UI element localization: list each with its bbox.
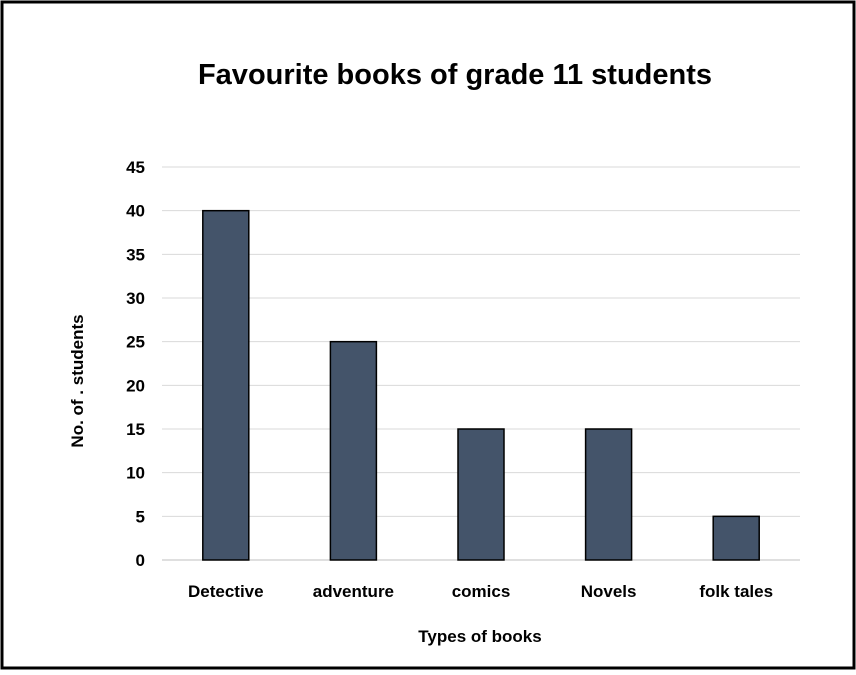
y-axis-title: No. of . students <box>68 314 87 447</box>
y-tick-label: 35 <box>126 245 145 264</box>
y-tick-label: 20 <box>126 376 145 395</box>
x-tick-label: Detective <box>188 582 264 601</box>
y-tick-label: 5 <box>136 507 145 526</box>
bar-detective <box>202 209 250 561</box>
x-axis-title: Types of books <box>418 627 541 646</box>
bar-comics <box>457 428 505 561</box>
x-tick-label: folk tales <box>699 582 773 601</box>
x-tick-label: Novels <box>581 582 637 601</box>
y-tick-label: 25 <box>126 333 145 352</box>
bar-folk-tales <box>712 515 760 561</box>
x-axis-ticks: Detective adventure comics Novels folk tales <box>188 582 773 601</box>
y-tick-label: 0 <box>136 551 145 570</box>
x-tick-label: comics <box>452 582 511 601</box>
bar-novels <box>584 428 633 561</box>
bars <box>202 209 760 561</box>
y-tick-label: 40 <box>126 202 145 221</box>
gridlines <box>162 166 800 561</box>
y-tick-label: 30 <box>126 289 145 308</box>
x-tick-label: adventure <box>313 582 394 601</box>
y-tick-label: 45 <box>126 158 145 177</box>
chart-title: Favourite books of grade 11 students <box>198 59 712 91</box>
y-axis-ticks: 0 5 10 15 20 25 30 35 40 45 <box>126 158 145 570</box>
bar-adventure <box>329 340 378 561</box>
y-tick-label: 10 <box>126 464 145 483</box>
y-tick-label: 15 <box>126 420 145 439</box>
